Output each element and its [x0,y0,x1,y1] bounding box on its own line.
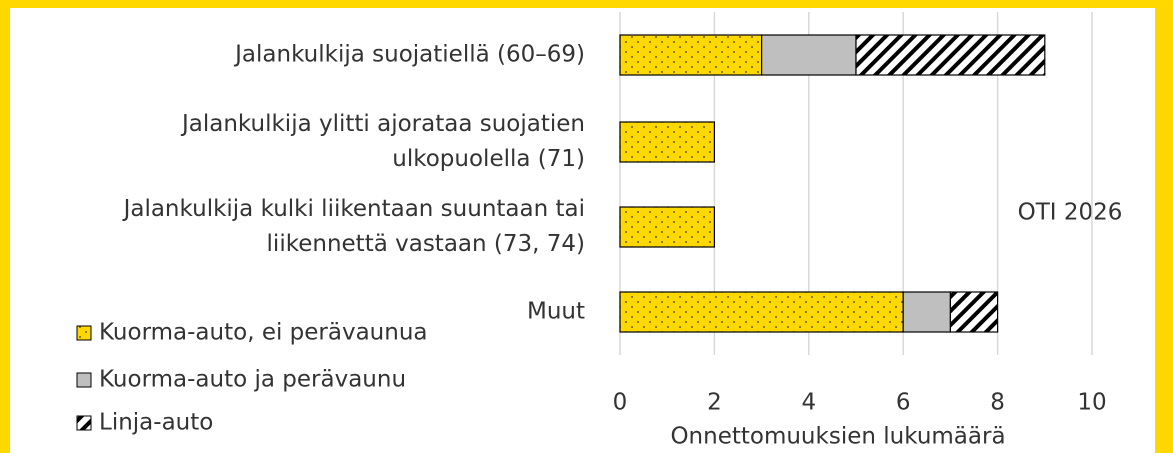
x-tick-label: 6 [896,390,911,416]
legend-label: Kuorma-auto, ei perävaunua [99,320,428,346]
bar-segment [619,121,716,163]
bar-segment [902,291,952,333]
y-tick-label: ulkopuolella (71) [392,146,585,172]
bar-segment [619,34,763,76]
x-tick-label: 4 [801,390,816,416]
legend-label: Linja-auto [99,410,213,436]
legend-swatch [76,415,92,431]
legend-swatch [76,372,92,388]
y-tick-label: Jalankulkija ylitti ajorataa suojatien [180,111,585,137]
x-tick-label: 0 [613,390,628,416]
bar-segment [760,34,857,76]
x-tick-label: 10 [1077,390,1106,416]
y-tick-label: liikennettä vastaan (73, 74) [267,231,585,257]
y-tick-label: Jalankulkija kulki liikentaan suuntaan t… [122,196,585,222]
bar-segment [855,34,1046,76]
bar-segment [949,291,999,333]
panel [10,8,1155,453]
bar-segment [619,291,904,333]
annotation: OTI 2026 [1018,200,1123,226]
x-tick-label: 8 [990,390,1005,416]
legend-label: Kuorma-auto ja perävaunu [99,367,406,393]
y-tick-label: Jalankulkija suojatiellä (60–69) [233,42,585,68]
x-tick-label: 2 [707,390,722,416]
y-tick-label: Muut [527,299,585,325]
x-axis-label: Onnettomuuksien lukumäärä [670,424,1005,450]
legend-swatch [76,325,92,341]
bar-segment [619,206,716,248]
